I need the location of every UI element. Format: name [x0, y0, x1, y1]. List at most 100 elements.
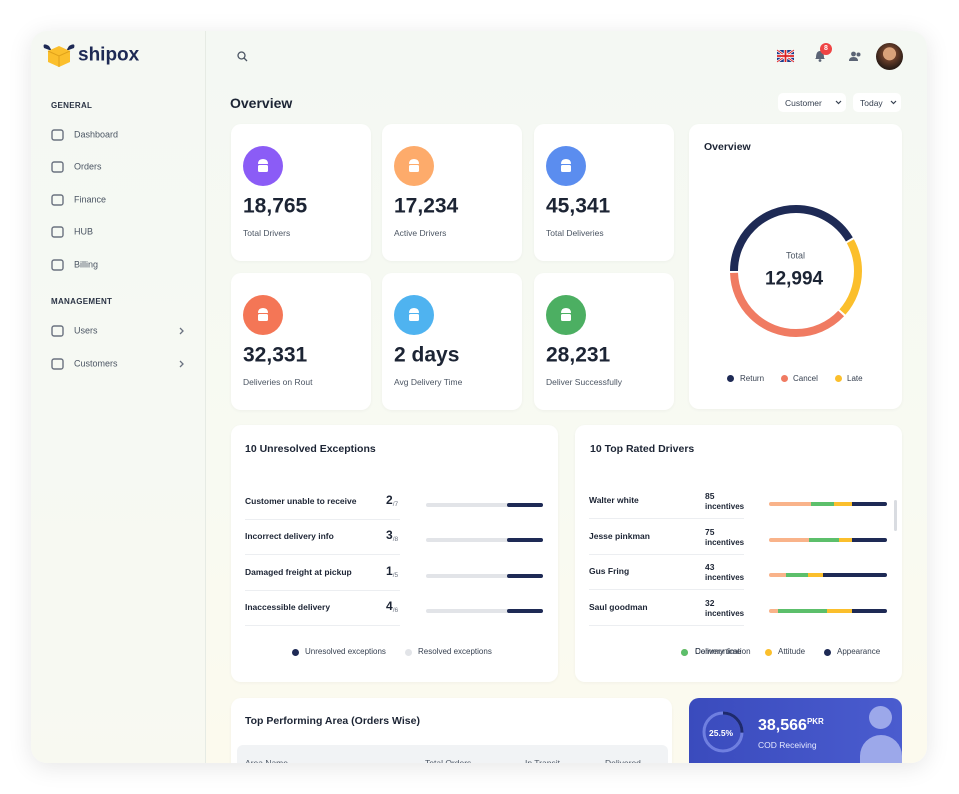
legend-label: Cancel	[793, 373, 818, 383]
android-icon	[258, 308, 268, 321]
donut-segment	[730, 205, 862, 337]
exception-fraction: 3/8	[386, 529, 398, 544]
driver-bar-segment	[838, 538, 852, 542]
exception-track	[426, 538, 543, 542]
overview-title: Overview	[704, 140, 751, 153]
nav-item[interactable]: Customers	[74, 358, 118, 369]
exception-fraction: 2/7	[386, 494, 398, 509]
android-icon	[561, 159, 571, 172]
stat-value: 18,765	[243, 194, 308, 218]
nav-item[interactable]: Billing	[74, 259, 99, 270]
driver-bar-segment	[823, 573, 887, 577]
fraction-total: /5	[392, 571, 399, 579]
stat-label: Total Drivers	[243, 227, 291, 238]
filter-chevron	[835, 100, 842, 105]
nav-icon	[51, 358, 64, 370]
row-divider	[245, 554, 400, 555]
exception-label: Damaged freight at pickup	[245, 566, 352, 577]
users-icon[interactable]	[849, 51, 862, 61]
row-divider	[589, 518, 744, 519]
stat-card	[231, 124, 371, 261]
search-icon[interactable]	[237, 51, 248, 62]
nav-icon-shape	[51, 161, 64, 173]
brand-name: shipox	[78, 44, 140, 66]
sidebar	[31, 31, 206, 763]
driver-bar-segment	[811, 502, 834, 506]
stat-card	[534, 273, 674, 410]
row-divider	[245, 590, 400, 591]
android-body	[561, 165, 571, 172]
fraction-total: /8	[392, 535, 399, 543]
cod-person-head	[869, 706, 892, 729]
row-divider	[245, 519, 400, 520]
nav-icon-shape	[51, 358, 64, 370]
driver-bar-segment	[778, 609, 827, 613]
filter-dropdown[interactable]	[853, 93, 901, 112]
stat-card	[382, 273, 522, 410]
nav-icon	[51, 259, 64, 271]
overview-card	[689, 124, 902, 409]
driver-bar-segment	[833, 502, 852, 506]
driver-incentives: 32	[705, 597, 715, 608]
android-body	[258, 314, 268, 321]
nav-chevron	[179, 327, 184, 335]
stat-label: Deliveries on Rout	[243, 376, 313, 387]
stat-label: Active Drivers	[394, 227, 447, 238]
nav-item[interactable]: Dashboard	[74, 129, 119, 140]
exceptions-title: 10 Unresolved Exceptions	[245, 442, 376, 455]
nav-item[interactable]: Users	[74, 325, 98, 336]
filter-label: Customer	[785, 97, 822, 108]
user-avatar[interactable]	[876, 43, 903, 70]
exception-track	[426, 609, 543, 613]
table-header-bg	[237, 745, 668, 763]
nav-icon	[51, 325, 64, 337]
nav-item[interactable]: HUB	[74, 226, 94, 237]
scrollbar	[894, 500, 897, 531]
nav-icon-shape	[51, 194, 64, 206]
gauge-arc	[702, 711, 744, 753]
android-head	[258, 308, 268, 313]
android-icon	[561, 308, 571, 321]
chevron-shape	[179, 360, 184, 368]
android-head	[561, 159, 571, 164]
chevron-shape	[179, 327, 184, 335]
nav-icon	[51, 226, 64, 238]
driver-name: Gus Fring	[589, 565, 630, 576]
table-header: In Transit	[525, 757, 560, 763]
driver-bar-segment	[851, 609, 887, 613]
cod-label: COD Receiving	[758, 739, 817, 750]
user-head	[851, 51, 856, 57]
nav-section-title: GENERAL	[51, 101, 93, 110]
exception-fraction: 1/5	[386, 565, 398, 580]
driver-unit: incentives	[705, 502, 745, 511]
row-divider	[589, 554, 744, 555]
user-head-2	[856, 52, 861, 57]
nav-item[interactable]: Orders	[74, 161, 102, 172]
driver-bar-segment	[769, 573, 786, 577]
search-lens	[237, 51, 246, 60]
driver-incentives: 85	[705, 490, 715, 501]
stat-value: 32,331	[243, 343, 308, 367]
logo-face	[47, 50, 71, 67]
nav-item[interactable]: Finance	[74, 194, 107, 205]
donut-segment	[730, 205, 862, 337]
filter-label: Today	[860, 97, 883, 108]
filter-dropdown[interactable]	[778, 93, 846, 112]
cod-amount-value: 38,566	[758, 717, 807, 734]
legend-label: Communication	[695, 647, 751, 656]
nav-icon	[51, 129, 64, 141]
nav-icon-shape	[51, 325, 64, 337]
legend-dot	[824, 648, 831, 656]
legend-dot	[835, 375, 842, 382]
fraction-total: /7	[392, 500, 399, 508]
drivers-title: 10 Top Rated Drivers	[590, 442, 695, 455]
android-head	[561, 308, 571, 313]
exceptions-card	[231, 425, 558, 682]
android-head	[409, 308, 419, 313]
android-icon	[258, 159, 268, 172]
exception-progress	[507, 538, 543, 542]
language-flag[interactable]	[776, 49, 795, 63]
driver-incentives: 43	[705, 561, 715, 572]
row-divider	[589, 625, 744, 626]
